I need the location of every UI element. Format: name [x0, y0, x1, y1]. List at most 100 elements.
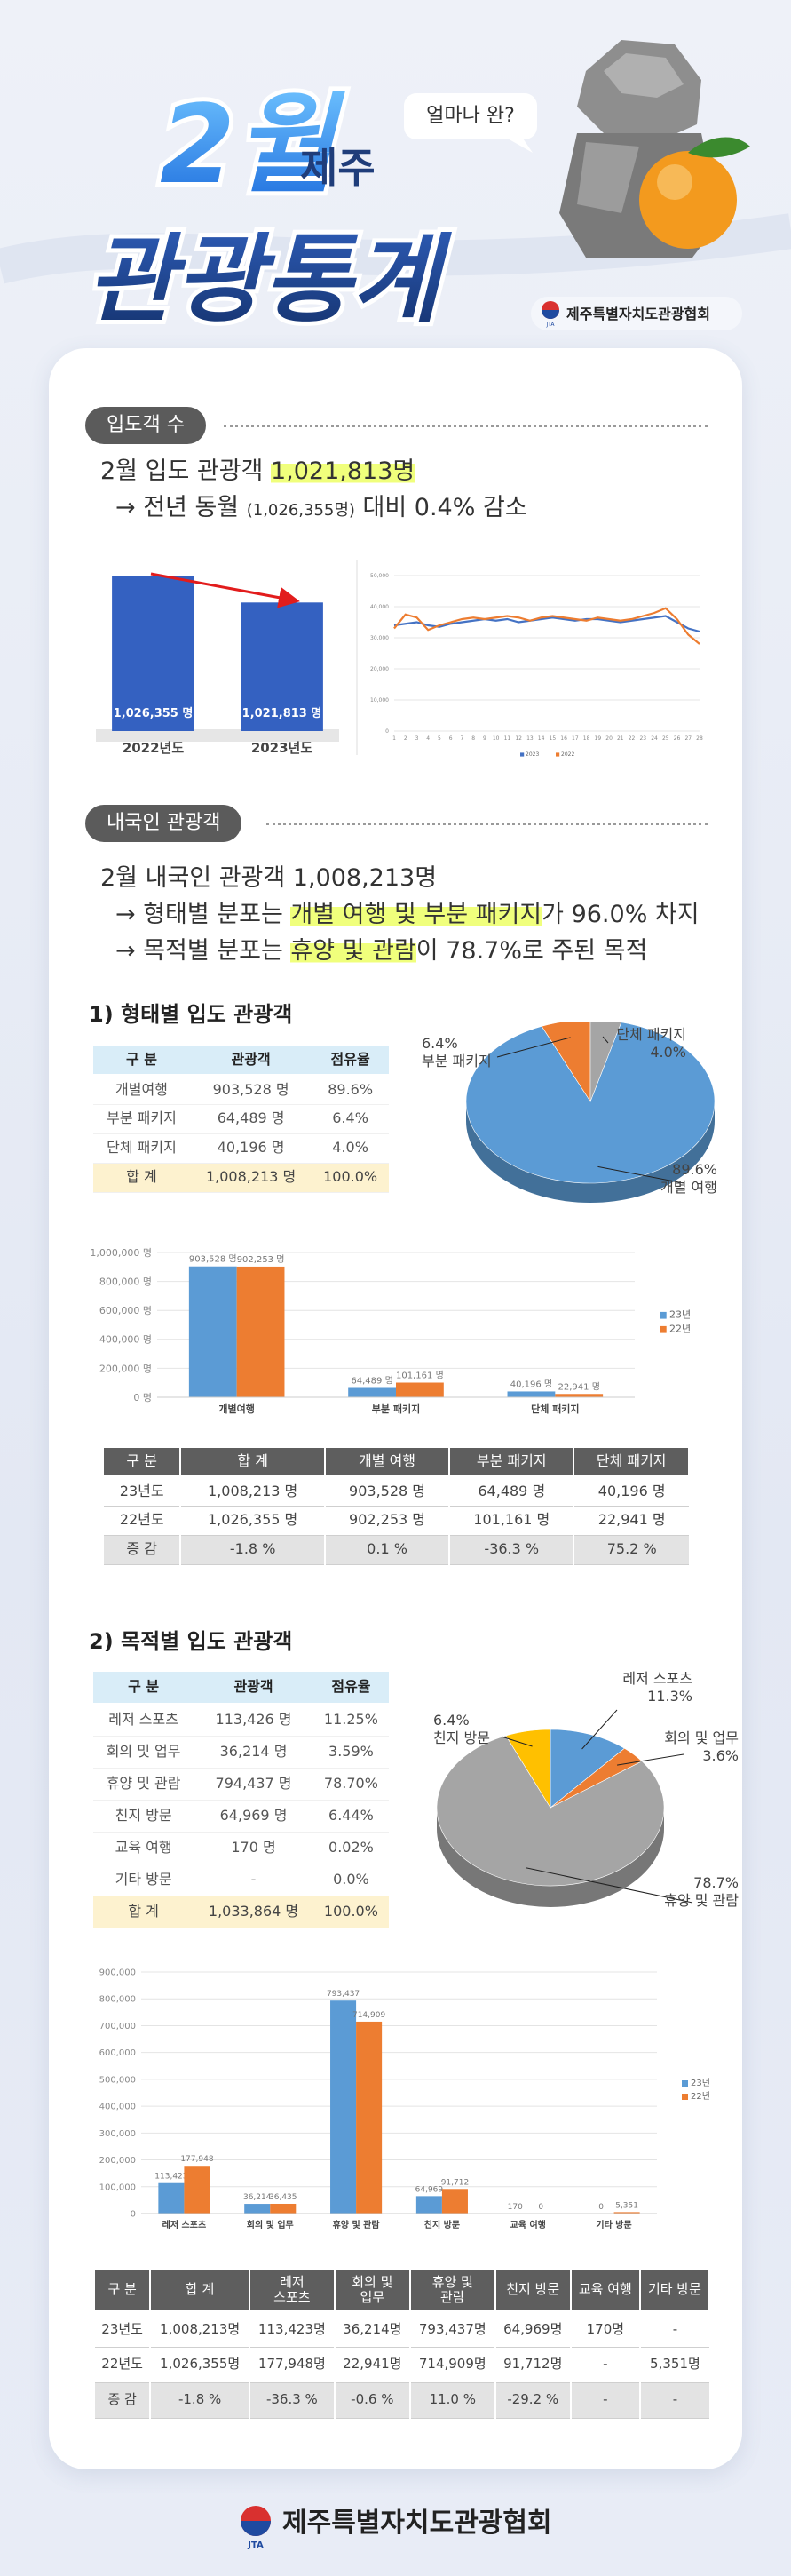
- cell: 6.44%: [312, 1800, 389, 1833]
- text-line: → 형태별 분포는 개별 여행 및 부분 패키지가 96.0% 차지: [100, 896, 700, 933]
- bar: [270, 2203, 297, 2214]
- section-title: 2) 목적별 입도 관광객: [89, 1629, 293, 1654]
- y-tick-label: 40,000: [370, 604, 389, 610]
- pie-slice: [550, 1729, 625, 1809]
- cell: 36,214명: [333, 2311, 410, 2348]
- cell: 4.0%: [312, 1133, 389, 1164]
- value-label: 64,489 명: [351, 1375, 392, 1386]
- y-tick-label: 10,000: [370, 697, 389, 704]
- cell: 증 감: [92, 2382, 151, 2419]
- table-row: 휴양 및 관람 794,437 명 78.70%: [93, 1768, 389, 1801]
- legend-swatch: [682, 2080, 688, 2087]
- logo-mark: JTA: [545, 322, 555, 328]
- x-tick-label: 27: [684, 735, 692, 742]
- y-tick-label: 50,000: [370, 573, 389, 579]
- x-tick-label: 1: [392, 735, 396, 742]
- text-line: → 목적별 분포는 휴양 및 관람이 78.7%로 주된 목적: [100, 933, 700, 969]
- pie-label: 4.0%: [650, 1044, 686, 1061]
- cell: 40,196 명: [573, 1476, 689, 1507]
- legend-label: 2022: [561, 751, 574, 758]
- y-tick-label: 700,000: [99, 2022, 136, 2031]
- bar: [158, 2182, 185, 2214]
- y-tick-label: 300,000: [99, 2129, 136, 2139]
- y-tick-label: 900,000: [99, 1968, 136, 1978]
- bubble-text: 얼마나 완?: [426, 105, 515, 127]
- y-tick-label: 600,000 명: [99, 1305, 152, 1316]
- cell: 합 계: [93, 1896, 194, 1928]
- cell: 100.0%: [312, 1163, 389, 1193]
- text-segment: 이 78.7%로 주된 목적: [415, 937, 648, 965]
- pie-label: 단체 패키지: [616, 1026, 686, 1043]
- header: 얼마나 완? 2월 제주 관광통계 JTA 제주특별자치도관광협회: [0, 40, 791, 340]
- bar: [396, 1382, 444, 1397]
- bar: [415, 2196, 442, 2214]
- x-tick-label: 25: [662, 735, 669, 742]
- x-tick-label: 5: [438, 735, 441, 742]
- header-cell: 점유율: [312, 1672, 389, 1705]
- cell: -: [194, 1864, 313, 1896]
- table-row: 22년도 1,026,355 명 902,253 명 101,161 명 22,941 …: [101, 1506, 689, 1536]
- pie-label: 부분 패키지: [422, 1053, 492, 1069]
- x-tick-label: 4: [426, 735, 430, 742]
- x-tick-label: 회의 및 업무: [247, 2219, 294, 2230]
- bar: [348, 1387, 396, 1397]
- cell: 170 명: [194, 1832, 313, 1864]
- value-label: 36,435: [269, 2193, 297, 2202]
- x-tick-label: 단체 패키지: [531, 1403, 579, 1415]
- value-label: 714,909: [352, 2011, 385, 2020]
- x-tick-label: 14: [538, 735, 545, 742]
- line-series: [393, 607, 700, 645]
- legend-swatch: [660, 1311, 667, 1319]
- value-label: 5,351: [615, 2201, 638, 2210]
- divider: [266, 823, 708, 825]
- org-logo: JTA 제주특별자치도관광협회: [531, 297, 742, 330]
- pie-slice: [589, 1022, 622, 1102]
- pie-label: 3.6%: [702, 1747, 739, 1764]
- bar: [441, 2189, 468, 2214]
- cell: 1,026,355명: [149, 2347, 249, 2383]
- cell: 휴양 및 관람: [93, 1768, 194, 1801]
- region-title: 제주: [300, 144, 376, 192]
- y-tick-label: 500,000: [99, 2075, 136, 2085]
- cell: 1,008,213명: [149, 2311, 249, 2348]
- bar: [112, 576, 194, 731]
- leader-line: [602, 1036, 609, 1044]
- section-title: 1) 형태별 입도 관광객: [89, 1002, 293, 1027]
- cell: 회의 및 업무: [93, 1736, 194, 1769]
- bar: [356, 2021, 383, 2214]
- legend-swatch: [520, 752, 525, 757]
- cell: 증 감: [101, 1535, 181, 1565]
- text-segment: 2월 내국인 관광객 1,008,213명: [100, 864, 438, 892]
- table-row: 22년도 1,026,355명 177,948명 22,941명 714,909명 91,…: [92, 2347, 709, 2383]
- header-cell: 관광객: [194, 1672, 313, 1705]
- cell: -1.8 %: [149, 2382, 249, 2419]
- cell: 6.4%: [312, 1104, 389, 1134]
- cell: -36.3 %: [448, 1535, 574, 1565]
- header-row: 구 분 관광객 점유율: [93, 1046, 389, 1076]
- y-tick-label: 0 명: [133, 1392, 152, 1403]
- value-label: 22,941 명: [558, 1381, 600, 1392]
- y-tick-label: 800,000: [99, 1995, 136, 2005]
- legend-label: 23년: [691, 2078, 710, 2088]
- cell: 레저 스포츠: [93, 1704, 194, 1737]
- text-segment: → 전년 동월: [115, 494, 247, 521]
- cell: 64,489 명: [448, 1476, 574, 1507]
- org-name: 제주특별자치도관광협회: [566, 306, 710, 322]
- cell: 22,941 명: [573, 1506, 689, 1536]
- x-tick-label: 23: [639, 735, 646, 742]
- chart: 0 100,000 200,000 300,000 400,000 500,000 600,…: [99, 1968, 710, 2231]
- logo-mark: JTA: [247, 2540, 264, 2550]
- cell: 23년도: [92, 2311, 151, 2348]
- header-cell: 점유율: [312, 1046, 389, 1076]
- pie-slice: [436, 1735, 665, 1887]
- cell: 64,489 명: [189, 1104, 312, 1134]
- arrow-decoration: [150, 572, 300, 608]
- value-label: 0: [598, 2203, 604, 2212]
- x-tick-label: 부분 패키지: [372, 1403, 420, 1415]
- pie-side: [437, 1808, 664, 1907]
- value-label: 902,253 명: [237, 1254, 285, 1265]
- table-row: 회의 및 업무 36,214 명 3.59%: [93, 1736, 389, 1769]
- x-tick-label: 20: [605, 735, 613, 742]
